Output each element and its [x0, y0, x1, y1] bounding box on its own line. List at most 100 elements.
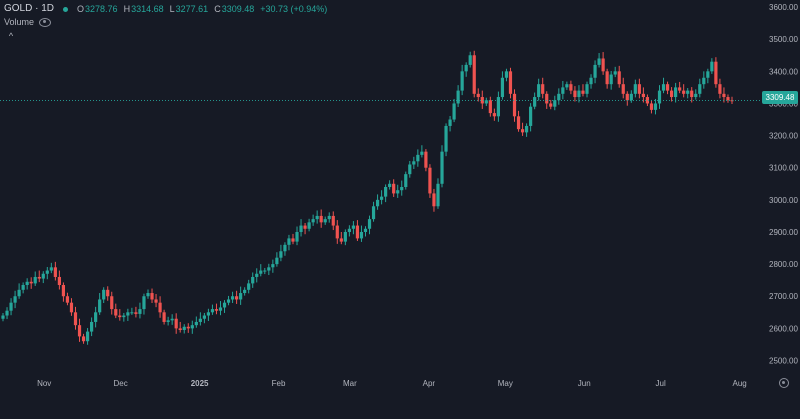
candle [247, 279, 251, 294]
candle [504, 68, 509, 82]
candle [593, 60, 597, 84]
candle [33, 271, 37, 286]
candle [496, 91, 500, 122]
candle [106, 286, 110, 301]
candle [65, 292, 70, 306]
eye-icon[interactable] [39, 17, 52, 27]
candle [166, 316, 170, 326]
candle [722, 87, 726, 103]
candle [61, 282, 66, 302]
candle [533, 92, 537, 110]
price-tick-label: 3400.00 [769, 67, 798, 76]
candle [154, 293, 158, 308]
chevron-up-icon[interactable]: ^ [8, 31, 14, 41]
candle [553, 95, 557, 111]
candle [150, 288, 154, 303]
candle [182, 324, 186, 334]
candle [311, 214, 315, 226]
candle [448, 115, 452, 132]
candle [335, 220, 339, 244]
candle [698, 78, 702, 98]
candle [319, 209, 323, 228]
candle [597, 53, 601, 68]
candle [186, 323, 190, 333]
candle [492, 108, 496, 121]
candle [452, 98, 456, 123]
low-value: L3277.61 [169, 4, 209, 14]
candle [416, 149, 420, 167]
time-tick-label: Jun [578, 379, 591, 388]
candle [400, 180, 404, 196]
candle [565, 81, 569, 90]
candle [694, 89, 698, 100]
candle [295, 226, 299, 246]
candle [9, 298, 13, 316]
candle [512, 89, 517, 122]
candle [690, 87, 694, 103]
candle [142, 293, 146, 315]
candle [73, 306, 78, 330]
candle [633, 79, 637, 98]
candle [388, 180, 392, 190]
last-price-badge: 3309.48 [762, 91, 798, 104]
candle [444, 123, 448, 157]
time-axis[interactable]: Nov Dec 2025 Feb Mar Apr May Jun Jul Aug [37, 379, 747, 388]
candle [561, 80, 565, 100]
candle [637, 78, 641, 99]
volume-label: Volume [4, 17, 35, 27]
candle [718, 78, 722, 99]
candle [456, 85, 460, 107]
candle [379, 190, 384, 205]
candle [239, 286, 243, 305]
candle [665, 81, 670, 95]
price-axis[interactable]: 2500.00 2600.00 2700.00 2800.00 2900.00 3000.… [769, 3, 798, 365]
candle [287, 234, 291, 251]
time-tick-label: Jul [656, 379, 666, 388]
time-tick-label: Aug [733, 379, 747, 388]
candle [174, 313, 178, 334]
candle [98, 293, 102, 315]
time-tick-label: Mar [343, 379, 357, 388]
candle [657, 85, 662, 109]
candle [537, 78, 541, 101]
candle [649, 99, 654, 114]
candle [601, 52, 605, 75]
candle [13, 290, 17, 309]
candle [412, 156, 416, 170]
candle [327, 212, 331, 223]
candle [243, 287, 247, 296]
candle [134, 306, 138, 318]
price-tick-label: 3600.00 [769, 3, 798, 12]
price-tick-label: 3200.00 [769, 132, 798, 141]
candle [222, 300, 227, 313]
candle [710, 58, 714, 74]
price-tick-label: 2700.00 [769, 292, 798, 301]
candle [214, 303, 219, 315]
gear-icon[interactable] [779, 378, 789, 388]
candle [81, 333, 86, 344]
candle [669, 87, 674, 102]
volume-row[interactable]: Volume [4, 17, 52, 27]
candle [347, 225, 351, 237]
candle [714, 57, 718, 88]
candle [476, 88, 480, 102]
candle [102, 287, 106, 303]
candle [613, 66, 617, 78]
candle [283, 242, 287, 256]
price-tick-label: 2900.00 [769, 228, 798, 237]
candle [541, 77, 545, 99]
symbol-label[interactable]: GOLD · 1D [4, 3, 55, 14]
candle [138, 302, 142, 319]
candle [653, 98, 658, 115]
close-value: C3309.48 [214, 4, 255, 14]
candle [41, 271, 45, 284]
candle [440, 145, 444, 188]
candle [706, 68, 710, 84]
candle [371, 201, 376, 222]
candle [315, 210, 319, 224]
high-value: H3314.68 [123, 4, 164, 14]
candle [218, 301, 223, 316]
candle [577, 85, 581, 103]
candle [508, 67, 513, 99]
